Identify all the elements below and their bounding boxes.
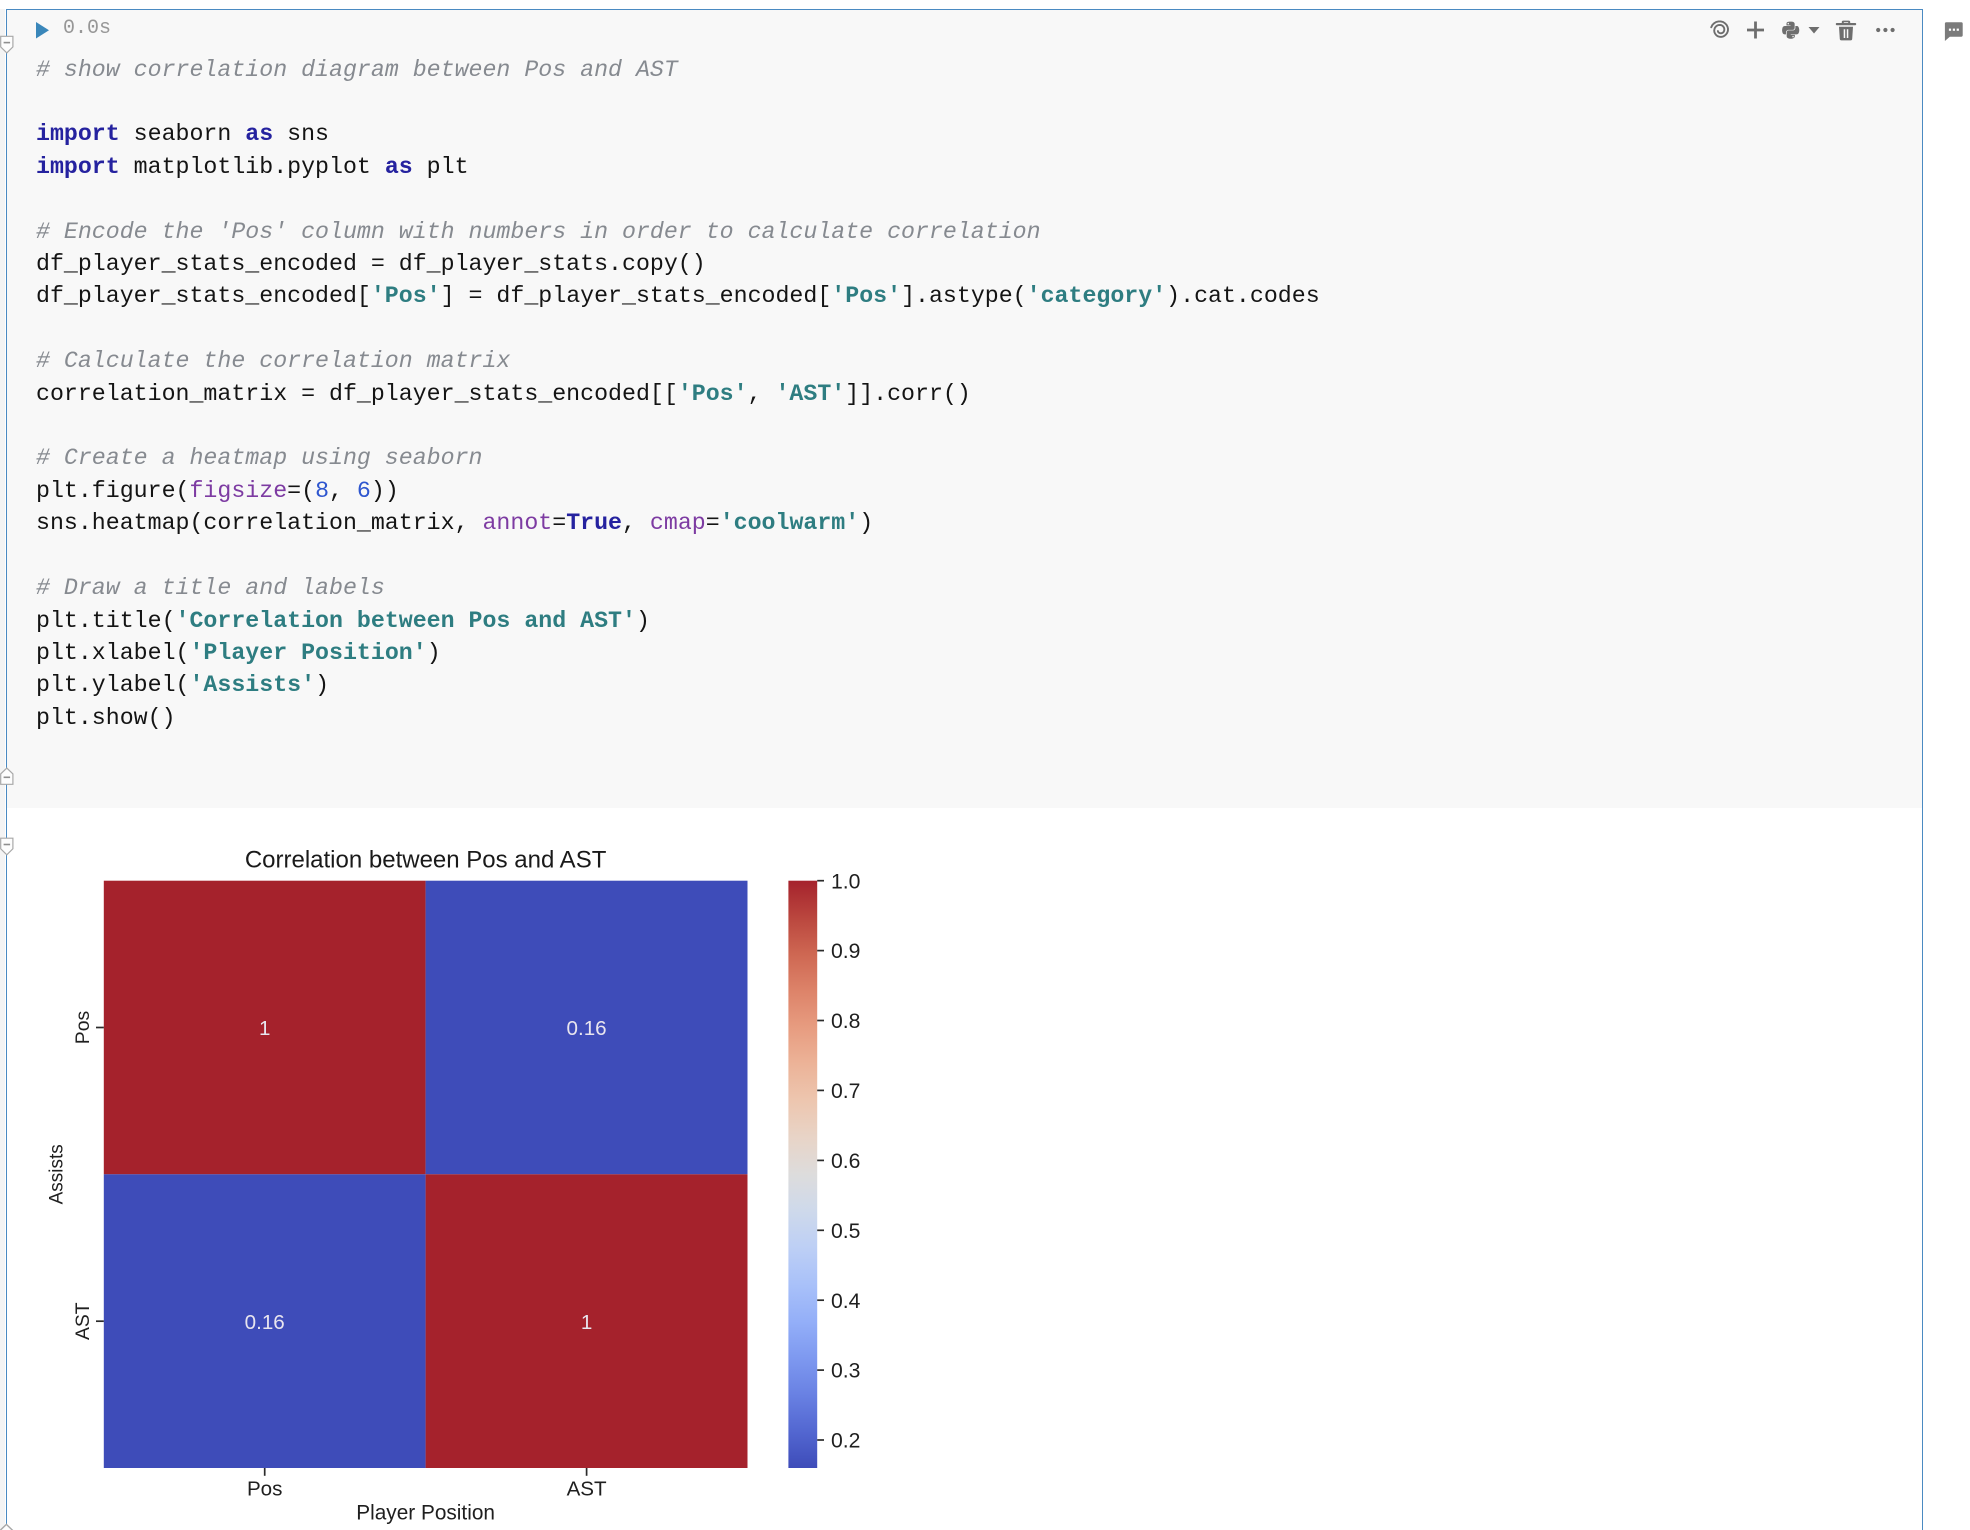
svg-text:0.4: 0.4 xyxy=(831,1290,861,1313)
svg-text:1.0: 1.0 xyxy=(831,870,860,893)
svg-text:0.3: 0.3 xyxy=(831,1360,860,1383)
svg-text:0.16: 0.16 xyxy=(245,1311,285,1334)
svg-text:0.8: 0.8 xyxy=(831,1010,860,1033)
svg-text:0.5: 0.5 xyxy=(831,1220,860,1243)
svg-text:1: 1 xyxy=(259,1017,270,1040)
svg-text:0.16: 0.16 xyxy=(567,1017,607,1040)
svg-text:Pos: Pos xyxy=(72,1011,94,1044)
svg-text:Assists: Assists xyxy=(46,1144,67,1204)
svg-text:Pos: Pos xyxy=(247,1478,283,1501)
svg-text:0.6: 0.6 xyxy=(831,1150,860,1173)
svg-text:AST: AST xyxy=(567,1478,607,1501)
svg-text:0.2: 0.2 xyxy=(831,1430,860,1453)
svg-text:Player Position: Player Position xyxy=(356,1502,495,1525)
svg-text:AST: AST xyxy=(72,1302,94,1340)
svg-text:1: 1 xyxy=(581,1311,592,1334)
svg-text:Correlation between Pos and AS: Correlation between Pos and AST xyxy=(245,847,607,874)
svg-text:0.9: 0.9 xyxy=(831,940,860,963)
svg-text:0.7: 0.7 xyxy=(831,1080,860,1103)
